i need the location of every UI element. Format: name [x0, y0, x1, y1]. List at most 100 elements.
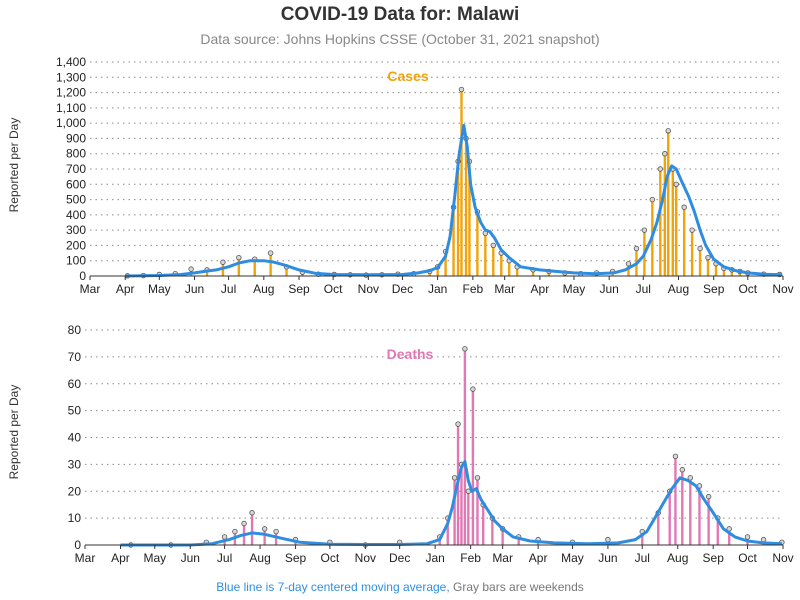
- cases-bar: [269, 253, 272, 276]
- deaths-bar: [467, 491, 470, 545]
- cases-y-tick-label: 300: [66, 223, 86, 237]
- deaths-data-point: [672, 453, 679, 460]
- cases-x-tick-label: Mar: [80, 282, 101, 296]
- cases-bar: [436, 266, 439, 276]
- deaths-bar: [460, 464, 463, 545]
- deaths-data-point: [232, 528, 238, 535]
- cases-data-point: [188, 266, 194, 272]
- cases-y-tick-label: 500: [66, 193, 86, 207]
- cases-bar: [667, 130, 670, 276]
- cases-x-tick-label: Sep: [288, 282, 310, 296]
- cases-y-ticks: 01002003004005006007008009001,0001,1001,…: [56, 55, 86, 283]
- deaths-x-tick-label: Jun: [181, 551, 200, 565]
- cases-data-point: [705, 254, 711, 261]
- cases-data-point: [665, 128, 671, 134]
- cases-data-point: [673, 181, 679, 187]
- deaths-bar: [263, 528, 266, 545]
- deaths-y-tick-label: 0: [74, 538, 81, 552]
- cases-bar: [253, 259, 256, 276]
- cases-x-tick-label: Jan: [428, 282, 447, 296]
- footnote-moving-average: Blue line is 7-day centered moving avera…: [216, 580, 450, 594]
- deaths-markers: [128, 346, 785, 548]
- cases-bar: [237, 257, 241, 276]
- deaths-x-tick-label: Aug: [667, 551, 688, 565]
- cases-moving-average-line: [125, 123, 782, 278]
- deaths-y-tick-label: 50: [68, 404, 82, 418]
- cases-y-tick-label: 800: [66, 147, 86, 161]
- deaths-y-tick-label: 80: [68, 323, 82, 337]
- deaths-gridlines: [85, 329, 783, 519]
- cases-y-tick-label: 1,200: [56, 86, 86, 100]
- deaths-x-tick-label: Oct: [738, 551, 757, 565]
- cases-bar: [531, 269, 535, 276]
- cases-bar: [285, 266, 288, 276]
- deaths-bar: [657, 512, 660, 545]
- deaths-x-tick-label: May: [561, 551, 584, 565]
- cases-bar: [456, 161, 460, 276]
- cases-y-tick-label: 900: [66, 131, 86, 145]
- deaths-bar: [668, 491, 671, 545]
- chart-title: COVID-19 Data for: Malawi: [280, 4, 520, 25]
- cases-bar: [698, 248, 702, 276]
- cases-bar: [515, 266, 519, 276]
- deaths-x-tick-label: Feb: [460, 551, 481, 565]
- cases-y-tick-label: 1,000: [56, 116, 86, 130]
- deaths-data-point: [687, 475, 694, 481]
- deaths-y-tick-label: 70: [68, 350, 82, 364]
- cases-x-tick-label: Dec: [392, 282, 413, 296]
- deaths-data-point: [705, 493, 712, 500]
- cases-x-tick-label: Jun: [600, 282, 619, 296]
- cases-y-tick-label: 400: [66, 208, 86, 222]
- deaths-bar: [482, 504, 485, 545]
- cases-y-tick-label: 700: [66, 162, 86, 176]
- deaths-x-tick-label: Dec: [389, 551, 410, 565]
- cases-y-tick-label: 200: [66, 238, 86, 252]
- cases-x-tick-label: Nov: [358, 282, 379, 296]
- deaths-x-tick-label: Oct: [321, 551, 340, 565]
- cases-x-tick-label: Jul: [221, 282, 236, 296]
- cases-bar: [460, 89, 463, 276]
- cases-bar: [627, 263, 630, 276]
- cases-data-point: [267, 250, 274, 256]
- footnote: Blue line is 7-day centered moving avera…: [0, 580, 800, 594]
- deaths-y-axis-label: Reported per Day: [7, 385, 21, 480]
- deaths-data-point: [474, 475, 481, 481]
- cases-data-point: [641, 227, 648, 233]
- deaths-x-ticks: Mar Apr May Jun Jul Aug Sep Oct Nov Dec Jan Feb Mar A…: [75, 545, 794, 565]
- deaths-bars: [205, 348, 784, 545]
- deaths-x-tick-label: Mar: [75, 551, 96, 565]
- cases-bar: [671, 169, 675, 276]
- deaths-y-tick-label: 30: [68, 457, 82, 471]
- deaths-data-point: [462, 346, 468, 352]
- deaths-x-tick-label: Jul: [217, 551, 232, 565]
- cases-bar: [464, 138, 468, 276]
- cases-bar: [722, 268, 726, 276]
- deaths-x-tick-label: Sep: [285, 551, 307, 565]
- cases-bar: [476, 211, 479, 276]
- cases-x-tick-label: Mar: [494, 282, 515, 296]
- cases-data-point: [220, 259, 226, 265]
- deaths-x-tick-label: Jan: [425, 551, 444, 565]
- cases-gridlines: [90, 61, 783, 262]
- cases-x-tick-label: May: [148, 282, 171, 296]
- deaths-bar: [501, 528, 504, 545]
- deaths-data-point: [221, 534, 228, 540]
- cases-bar: [659, 169, 662, 276]
- deaths-bar: [491, 518, 494, 545]
- cases-bar: [444, 251, 447, 276]
- deaths-x-tick-label: Jul: [635, 551, 650, 565]
- cases-x-tick-label: Oct: [738, 282, 757, 296]
- deaths-data-point: [261, 526, 268, 532]
- deaths-data-point: [455, 421, 461, 427]
- cases-data-point: [697, 245, 703, 252]
- cases-bar: [500, 253, 503, 276]
- deaths-y-tick-label: 40: [68, 431, 82, 445]
- cases-x-ticks: Mar Apr May Jun Jul Aug Sep Oct Nov Dec Jan Feb Mar A…: [80, 276, 794, 296]
- deaths-y-tick-label: 60: [68, 377, 82, 391]
- cases-bar: [663, 153, 667, 276]
- cases-bar: [690, 230, 694, 276]
- deaths-bar: [463, 348, 467, 545]
- cases-x-tick-label: May: [563, 282, 586, 296]
- cases-bar: [452, 207, 455, 276]
